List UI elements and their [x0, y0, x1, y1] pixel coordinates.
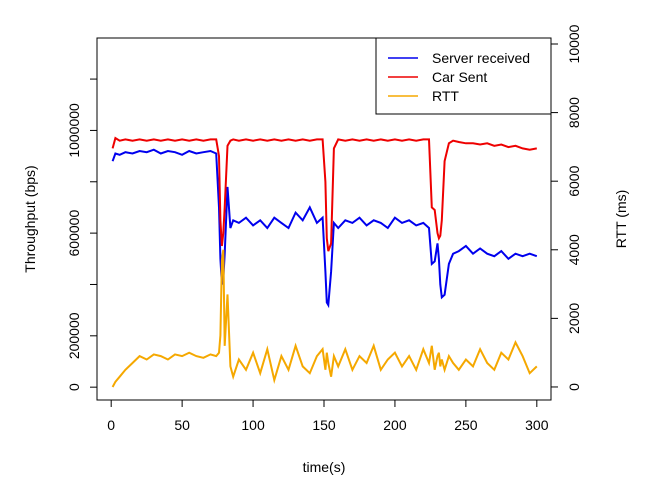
legend-label: RTT	[432, 88, 459, 104]
y2-axis-label: RTT (ms)	[613, 190, 629, 249]
y-tick-label: 600000	[66, 210, 82, 257]
x-tick-label: 300	[525, 417, 549, 433]
y-tick-label: 200000	[66, 312, 82, 359]
series-line	[111, 136, 537, 252]
x-tick-label: 0	[107, 417, 115, 433]
x-tick-label: 150	[312, 417, 336, 433]
y-axis-label: Throughput (bps)	[22, 165, 38, 272]
x-tick-label: 250	[454, 417, 478, 433]
y-tick-label: 1000000	[66, 103, 82, 158]
y2-tick-label: 6000	[566, 165, 582, 196]
x-tick-label: 100	[241, 417, 265, 433]
y-tick-label: 0	[66, 383, 82, 391]
y2-tick-label: 8000	[566, 97, 582, 128]
series-line	[111, 249, 538, 388]
legend-box	[375, 37, 552, 115]
y2-tick-label: 0	[566, 383, 582, 391]
legend-label: Car Sent	[432, 69, 487, 85]
y2-tick-label: 2000	[566, 303, 582, 334]
x-tick-label: 50	[174, 417, 190, 433]
x-axis-label: time(s)	[303, 459, 346, 475]
series-line	[111, 148, 538, 309]
x-tick-label: 200	[383, 417, 407, 433]
legend-label: Server received	[432, 50, 530, 66]
y2-tick-label: 4000	[566, 234, 582, 265]
y2-tick-label: 10000	[566, 24, 582, 63]
